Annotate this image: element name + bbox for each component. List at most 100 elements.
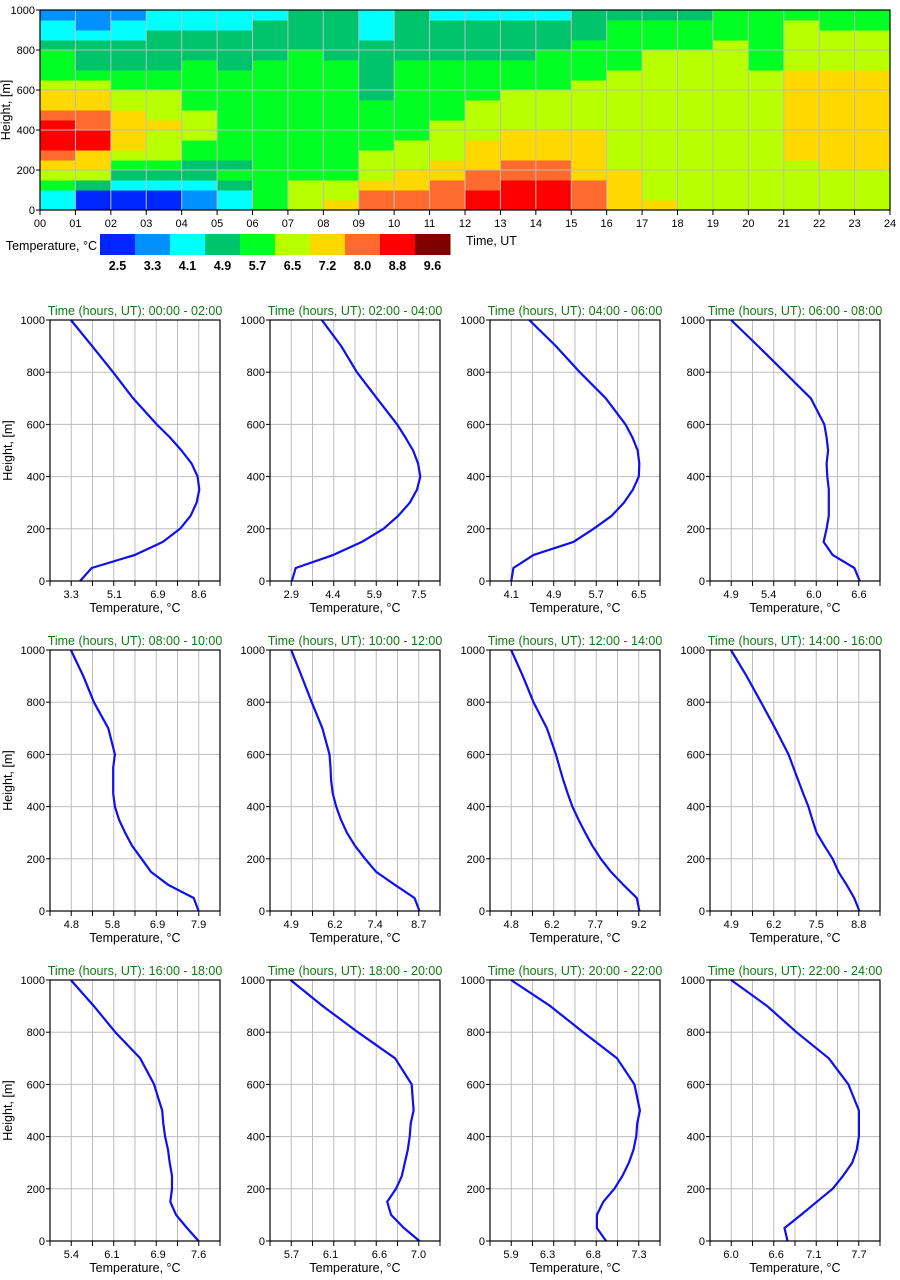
y-tick-label: 1000 (681, 645, 705, 657)
colorbar-value: 2.5 (109, 259, 126, 273)
heatmap-cell (819, 110, 856, 121)
heatmap-cell (323, 40, 360, 51)
heatmap-cell (146, 90, 183, 101)
heatmap-cell (819, 90, 856, 101)
heatmap-cell (146, 100, 183, 111)
plot-frame (709, 979, 881, 1242)
heatmap-cell (642, 70, 678, 81)
heatmap-cell (500, 40, 537, 51)
panel-time-range: 08:00 - 10:00 (149, 634, 223, 648)
colorbar-swatch (275, 234, 311, 255)
y-tick-label: 600 (17, 85, 35, 97)
heatmap-cell (323, 70, 360, 81)
x-tick-label: 19 (707, 218, 719, 230)
heatmap-cell (535, 150, 572, 161)
heatmap-cell (252, 130, 289, 141)
heatmap-cell (323, 180, 360, 191)
heatmap-cell (854, 140, 891, 151)
heatmap-cell (677, 120, 714, 131)
y-tick-label: 400 (247, 802, 265, 814)
heatmap-cell (748, 140, 785, 151)
heatmap-cell (748, 90, 785, 101)
panel-title: Time (hours, UT): 00:00 - 02:00 (48, 304, 223, 318)
heatmap-cell (783, 60, 820, 71)
heatmap-cell (181, 70, 218, 81)
heatmap-cell (75, 40, 112, 51)
heatmap-cell (429, 20, 466, 31)
heatmap-cell (642, 10, 678, 21)
heatmap-cell (500, 150, 537, 161)
x-tick-label: 7.0 (411, 1249, 426, 1261)
y-tick-label: 800 (467, 367, 485, 379)
heatmap-cell (783, 100, 820, 111)
temperature-profile-line (290, 319, 422, 582)
y-tick-label: 0 (29, 205, 35, 217)
heatmap-cell (394, 20, 431, 31)
x-tick-label: 8.7 (411, 919, 426, 931)
heatmap-cell (287, 120, 324, 131)
heatmap-cell (358, 10, 395, 21)
y-tick-label: 800 (687, 367, 705, 379)
heatmap-cell (783, 130, 820, 141)
heatmap-cell (465, 180, 501, 191)
heatmap-cell (323, 20, 360, 31)
x-axis-label: Temperature, °C (89, 1261, 180, 1275)
heatmap-cell (146, 170, 183, 181)
y-tick-label: 800 (687, 697, 705, 709)
heatmap-cell (358, 160, 395, 171)
heatmap-cell (181, 180, 218, 191)
heatmap-cell (712, 150, 749, 161)
heatmap-cell (535, 40, 572, 51)
x-axis-label: Temperature, °C (309, 1261, 400, 1275)
heatmap-cell (677, 100, 714, 111)
colorbar-swatch (100, 234, 136, 255)
y-tick-label: 1000 (681, 975, 705, 987)
x-tick-label: 6.2 (766, 919, 781, 931)
y-tick-label: 1000 (681, 315, 705, 327)
heatmap-cell (535, 70, 572, 81)
heatmap-cell (217, 160, 253, 171)
heatmap-cell (217, 110, 253, 121)
x-tick-label: 08 (317, 218, 329, 230)
y-tick-label: 0 (699, 576, 705, 588)
y-tick-label: 200 (27, 854, 45, 866)
plot-frame (269, 319, 441, 582)
heatmap-cell (429, 10, 466, 21)
heatmap-cell (252, 180, 289, 191)
heatmap-cell (110, 160, 147, 171)
temperature-profile-line (70, 319, 201, 582)
heatmap-cell (181, 110, 218, 121)
heatmap-cell (642, 130, 678, 141)
heatmap-cell (854, 80, 891, 91)
heatmap-cell (146, 80, 183, 91)
temperature-profiles: 0 200 400 600 800 1000 3.3 5.1 6.9 8.6 Time (hours… (1, 304, 882, 1275)
heatmap-cell (677, 110, 714, 121)
x-tick-label: 24 (884, 218, 896, 230)
heatmap-cell (465, 140, 501, 151)
x-tick-label: 7.6 (191, 1249, 206, 1261)
panel-time-range: 06:00 - 08:00 (809, 304, 883, 318)
x-tick-label: 14 (530, 218, 542, 230)
plot-frame (709, 319, 881, 582)
heatmap-cell (571, 150, 608, 161)
heatmap-cell (217, 20, 253, 31)
colorbar-value: 6.5 (284, 259, 301, 273)
x-tick-label: 5.1 (107, 589, 122, 601)
heatmap-cell (535, 20, 572, 31)
y-tick-label: 200 (247, 524, 265, 536)
heatmap-cell (358, 140, 395, 151)
heatmap-cell (394, 110, 431, 121)
x-tick-label: 7.7 (588, 919, 603, 931)
x-tick-label: 02 (105, 218, 117, 230)
profile-panel: 0 200 400 600 800 1000 2.9 4.4 5.9 7.5 Time (hours… (241, 304, 443, 615)
heatmap-cell (854, 190, 891, 201)
heatmap-cell (465, 130, 501, 141)
x-tick-label: 07 (282, 218, 294, 230)
x-tick-label: 8.8 (851, 919, 866, 931)
heatmap-cell (465, 30, 501, 41)
heatmap-cell (217, 170, 253, 181)
heatmap-cell (677, 170, 714, 181)
y-tick-label: 800 (467, 697, 485, 709)
profile-panel: 0 200 400 600 800 1000 4.9 6.2 7.5 8.8 Time (hours… (681, 634, 883, 945)
x-tick-label: 22 (813, 218, 825, 230)
